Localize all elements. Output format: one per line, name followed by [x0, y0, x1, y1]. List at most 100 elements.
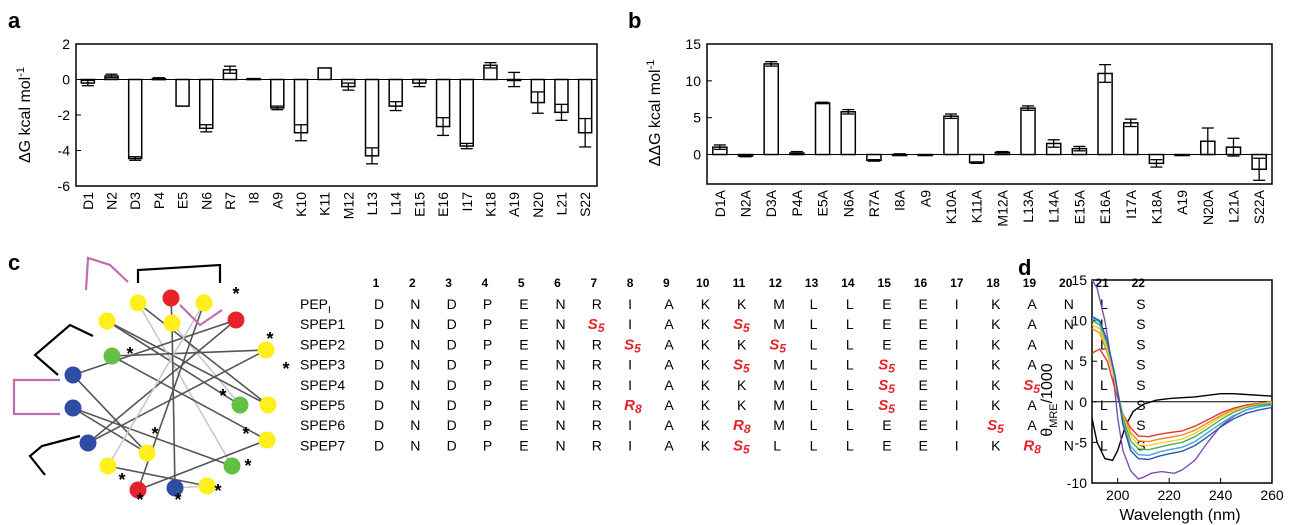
seq-residue: E: [519, 296, 528, 312]
chart-b-ylabel: ΔΔG kcal mol-1: [645, 60, 664, 167]
chart-d-ytick-label: 0: [1079, 394, 1087, 410]
seq-row-name: SPEP6: [300, 417, 345, 433]
seq-staple-sub: 5: [1033, 382, 1040, 396]
chart-a-xtick-label: E15: [411, 192, 427, 217]
wheel-connection: [106, 320, 269, 406]
seq-residue: K: [701, 357, 711, 373]
chart-a-xtick-label: L21: [553, 192, 569, 216]
chart-a-xtick-label: K18: [482, 192, 498, 217]
wheel-staple-bracket: [28, 434, 81, 476]
chart-a-ytick-label: 2: [62, 36, 70, 52]
wheel-marker: *: [151, 424, 158, 444]
wheel-marker: *: [244, 456, 251, 476]
chart-b-xtick-label: R7A: [866, 189, 882, 217]
chart-b-bar: [943, 115, 959, 156]
seq-residue: M: [773, 397, 785, 413]
wheel-residue-node: [163, 314, 181, 332]
seq-residue: R: [592, 397, 602, 413]
chart-a-bar: [364, 78, 380, 157]
seq-residue: R: [592, 417, 602, 433]
seq-position-number: 18: [986, 276, 1000, 290]
seq-residue: A: [1027, 336, 1037, 352]
seq-residue: E: [882, 417, 891, 433]
chart-a-ytick-label: -4: [58, 143, 71, 159]
seq-position-number: 22: [1132, 276, 1146, 290]
seq-residue: I: [955, 417, 959, 433]
seq-residue: K: [701, 296, 711, 312]
chart-d-series-1: [1091, 279, 1273, 480]
seq-position-number: 13: [805, 276, 819, 290]
chart-b-xtick-label: L14A: [1046, 189, 1062, 222]
seq-residue: A: [1027, 417, 1037, 433]
seq-residue: K: [701, 397, 711, 413]
chart-a-xtick-label: I8: [246, 192, 262, 204]
seq-residue: A: [664, 437, 674, 453]
seq-residue: I: [955, 357, 959, 373]
seq-residue: N: [1064, 316, 1074, 332]
chart-d-xtick-label: 200: [1106, 487, 1130, 503]
wheel-marker: *: [136, 490, 143, 510]
wheel-connection: [111, 355, 268, 441]
seq-residue: L: [810, 336, 818, 352]
seq-residue: N: [556, 336, 566, 352]
seq-position-number: 14: [841, 276, 855, 290]
seq-residue: A: [664, 357, 674, 373]
chart-a-ytick-label: 0: [62, 72, 70, 88]
seq-residue: A: [664, 377, 674, 393]
seq-staple-residue: S5: [987, 417, 1004, 436]
seq-residue: L: [810, 316, 818, 332]
wheel-connection: [137, 302, 269, 406]
chart-a-ytick-label: -2: [58, 107, 71, 123]
chart-a-xtick-label: D1: [80, 192, 96, 210]
wheel-marker: *: [126, 344, 133, 364]
chart-b-xtick-label: E5A: [815, 189, 831, 216]
chart-a-xtick-label: S22: [577, 192, 593, 217]
seq-staple-sub: 8: [1034, 442, 1041, 456]
wheel-connection: [111, 349, 267, 357]
seq-residue: K: [701, 417, 711, 433]
wheel-connection: [107, 302, 205, 467]
chart-d-series-0: [1091, 393, 1273, 462]
seq-staple-residue: S5: [1023, 377, 1040, 396]
seq-residue: S: [1136, 357, 1145, 373]
seq-residue: N: [410, 336, 420, 352]
seq-residue: A: [1027, 316, 1037, 332]
seq-residue: K: [991, 437, 1001, 453]
chart-d-frame: [1091, 279, 1273, 484]
wheel-connection: [72, 374, 148, 454]
seq-residue: P: [483, 417, 492, 433]
seq-residue: P: [483, 316, 492, 332]
seq-staple-residue: R8: [624, 397, 642, 416]
seq-row-name: SPEP5: [300, 397, 345, 413]
seq-position-number: 12: [769, 276, 783, 290]
seq-residue: E: [882, 296, 891, 312]
chart-b-bar: [1122, 122, 1139, 156]
seq-staple-sub: 5: [779, 341, 786, 355]
seq-residue: D: [374, 296, 384, 312]
seq-residue: P: [483, 377, 492, 393]
seq-residue: D: [374, 417, 384, 433]
wheel-residue-node: [103, 347, 121, 365]
chart-b-frame: [706, 43, 1273, 185]
seq-residue: K: [737, 397, 747, 413]
wheel-marker: *: [282, 359, 289, 379]
seq-residue: E: [919, 357, 928, 373]
seq-residue: E: [519, 437, 528, 453]
wheel-connection: [87, 349, 267, 444]
wheel-residue-node: [129, 481, 147, 499]
chart-b-xtick-label: A9: [917, 190, 933, 207]
chart-d-series-4: [1091, 324, 1273, 447]
seq-residue: D: [447, 296, 457, 312]
seq-residue: L: [810, 437, 818, 453]
helical-wheel: * * * * * * * * * * * *: [12, 256, 290, 510]
seq-residue: N: [1064, 437, 1074, 453]
seq-residue: A: [1027, 397, 1037, 413]
panel-label-c: c: [8, 250, 20, 275]
wheel-marker: *: [232, 284, 239, 304]
seq-residue: A: [664, 417, 674, 433]
seq-residue: N: [410, 316, 420, 332]
seq-residue: E: [882, 437, 891, 453]
seq-residue: N: [556, 377, 566, 393]
chart-d-ylabel: θMRE/1000: [1039, 363, 1060, 437]
seq-residue: E: [519, 397, 528, 413]
